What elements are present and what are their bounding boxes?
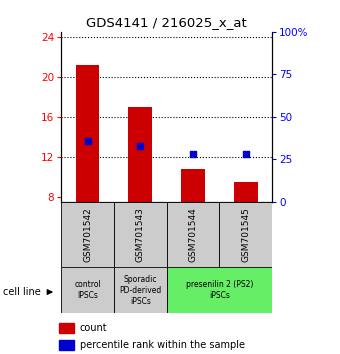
Point [137,143,143,149]
Point [190,152,196,157]
Bar [114,202,167,267]
Bar [61,267,114,313]
Title: GDS4141 / 216025_x_at: GDS4141 / 216025_x_at [86,16,247,29]
Text: cell line: cell line [3,287,41,297]
Text: count: count [80,323,107,333]
Bar [181,169,205,202]
Text: GSM701544: GSM701544 [188,207,198,262]
Point [243,152,249,157]
Bar [129,107,152,202]
Bar [219,202,272,267]
Text: control
IPSCs: control IPSCs [74,280,101,300]
Bar [234,182,257,202]
Bar [167,202,219,267]
Point [85,138,90,143]
Bar [61,202,114,267]
Text: GSM701543: GSM701543 [136,207,145,262]
Text: GSM701542: GSM701542 [83,207,92,262]
Bar [114,267,167,313]
Text: percentile rank within the sample: percentile rank within the sample [80,340,245,350]
Bar [167,267,272,313]
Bar [76,65,99,202]
Text: Sporadic
PD-derived
iPSCs: Sporadic PD-derived iPSCs [119,275,162,306]
Bar [59,340,74,350]
Text: presenilin 2 (PS2)
iPSCs: presenilin 2 (PS2) iPSCs [186,280,253,300]
Bar [59,323,74,333]
Text: GSM701545: GSM701545 [241,207,250,262]
